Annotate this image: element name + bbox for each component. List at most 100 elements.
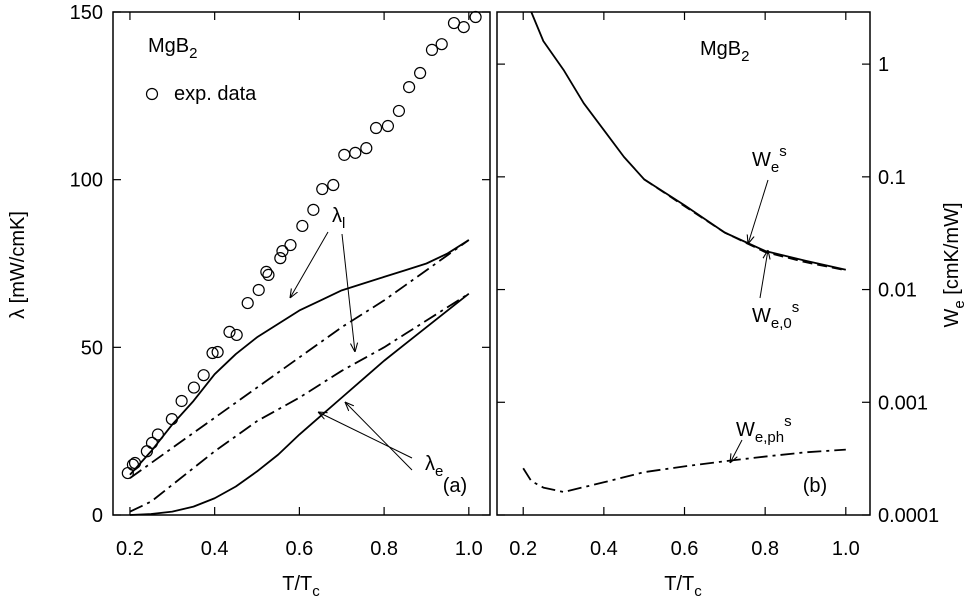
annotation-text: W (752, 305, 771, 327)
annotation-arrow (318, 412, 413, 459)
data-point (338, 148, 351, 161)
data-point (316, 182, 329, 196)
data-point (457, 20, 470, 34)
annotation: Wes (752, 143, 787, 176)
y-axis-label: λ [mW/cmK] (7, 211, 29, 319)
x-axis-label-text: T/T (664, 573, 694, 595)
x-axis-label-text: T/T (282, 573, 312, 595)
data-point (260, 265, 273, 278)
y-axis-label-tail: [cmK/mW] (941, 203, 963, 301)
data-point (381, 119, 395, 133)
legend-marker (145, 87, 159, 101)
data-point (276, 244, 289, 258)
y-tick-label: 0.0001 (878, 505, 939, 527)
x-tick-label: 0.2 (509, 538, 537, 560)
annotation-text: W (736, 419, 755, 441)
panel-title-text: MgB (700, 38, 741, 60)
data-point (241, 296, 254, 310)
y-tick-label: 100 (70, 170, 103, 192)
annotation-sup: s (792, 299, 800, 316)
annotation-arrow (290, 231, 329, 298)
data-point (369, 121, 383, 135)
y-tick-label: 150 (70, 2, 103, 24)
annotation-arrow (345, 402, 413, 471)
data-point (296, 219, 309, 233)
panel-title-sub: 2 (189, 45, 197, 62)
data-point (187, 381, 201, 394)
data-point (327, 178, 340, 192)
legend-label: exp. data (174, 83, 257, 105)
data-point (211, 345, 224, 359)
annotation-sub: e (771, 159, 779, 176)
data-point (392, 104, 406, 118)
data-line (643, 178, 846, 272)
data-line (129, 292, 470, 516)
data-line (522, 448, 846, 493)
panel-label: (b) (803, 475, 827, 497)
x-tick-label: 0.2 (116, 538, 144, 560)
annotation-sub: e (435, 463, 443, 480)
y-tick-label: 0 (92, 505, 103, 527)
annotation-arrow (341, 233, 355, 352)
x-tick-label: 0.8 (751, 538, 779, 560)
annotation-sub: e,ph (755, 429, 784, 446)
panel-title: MgB2 (148, 35, 197, 62)
annotation-text: λ (425, 453, 435, 475)
x-tick-label: 0.6 (671, 538, 699, 560)
plot-frame (496, 11, 871, 516)
data-point (402, 81, 416, 94)
data-line (129, 239, 470, 476)
y-tick-label: 0.1 (878, 167, 906, 189)
data-point (425, 43, 439, 56)
data-point (197, 369, 210, 382)
annotation-sub: e,0 (771, 315, 792, 332)
panel-title-sub: 2 (741, 48, 749, 65)
y-axis-label-text: W (941, 309, 963, 328)
data-point (360, 142, 373, 155)
x-tick-label: 0.4 (201, 538, 229, 560)
data-point (206, 346, 219, 360)
annotation-arrow (748, 179, 769, 244)
annotation-sup: s (784, 413, 792, 430)
x-axis-label-sub: c (694, 583, 702, 600)
annotation-sup: s (779, 143, 787, 160)
y-tick-label: 50 (81, 337, 103, 359)
data-point (175, 394, 188, 408)
data-point (165, 412, 178, 426)
x-axis-label: T/Tc (282, 573, 320, 600)
data-point (274, 252, 287, 265)
panel-title-text: MgB (148, 35, 189, 57)
x-tick-label: 0.8 (370, 538, 398, 560)
panel-title: MgB2 (700, 38, 749, 65)
annotation: λe (425, 453, 443, 480)
data-point (469, 10, 482, 24)
x-tick-label: 1.0 (455, 538, 483, 560)
x-tick-label: 0.6 (285, 538, 313, 560)
data-point (414, 66, 427, 80)
y-tick-label: 0.001 (878, 392, 928, 414)
y-tick-label: 0.01 (878, 280, 917, 302)
annotation-arrow (730, 439, 743, 463)
annotation: λl (332, 205, 345, 232)
data-point (223, 325, 236, 339)
data-point (284, 238, 297, 252)
annotation: We,phs (736, 413, 792, 446)
data-point (349, 146, 362, 159)
annotation-text: W (752, 149, 771, 171)
data-point (307, 203, 320, 216)
x-tick-label: 0.4 (590, 538, 618, 560)
x-axis-label: T/Tc (664, 573, 702, 600)
panel-label: (a) (443, 475, 467, 497)
y-axis-label: We [cmK/mW] (941, 203, 968, 328)
data-line (129, 292, 470, 513)
data-line (129, 239, 470, 479)
annotation-text: λ (332, 205, 342, 227)
x-axis-label-sub: c (312, 583, 320, 600)
y-tick-label: 1 (878, 54, 889, 76)
data-point (230, 328, 243, 342)
data-line (530, 11, 847, 271)
annotation-arrow (759, 250, 768, 299)
data-point (252, 283, 265, 297)
annotation: We,0s (752, 299, 799, 332)
